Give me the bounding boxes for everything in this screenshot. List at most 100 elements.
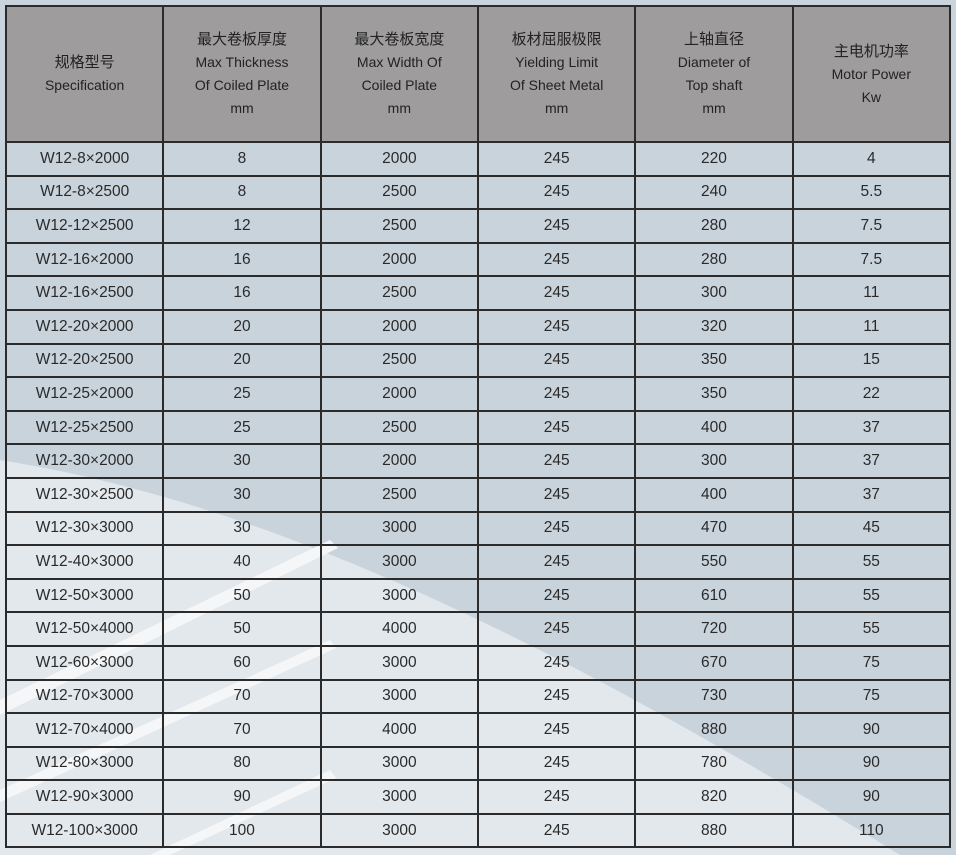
cell-max-width: 3000 <box>319 812 479 849</box>
cell-motor-power: 11 <box>791 308 952 345</box>
cell-motor-power: 5.5 <box>791 174 952 211</box>
header-line: Yielding Limit <box>515 54 599 70</box>
cell-top-shaft-diameter: 720 <box>634 611 794 647</box>
cell-specification: W12-25×2500 <box>4 409 165 446</box>
cell-top-shaft-diameter: 350 <box>634 342 794 379</box>
header-line: 规格型号 <box>54 54 115 71</box>
header-line: 上轴直径 <box>683 31 744 48</box>
cell-max-thickness: 70 <box>162 678 322 715</box>
cell-motor-power: 45 <box>791 510 952 547</box>
specification-table: 规格型号 Specification 最大卷板厚度 Max Thickness Of C… <box>4 5 952 849</box>
cell-specification: W12-8×2500 <box>4 174 165 211</box>
cell-yielding-limit: 245 <box>476 174 637 211</box>
cell-specification: W12-70×4000 <box>4 712 165 748</box>
cell-top-shaft-diameter: 470 <box>634 510 794 547</box>
cell-yielding-limit: 245 <box>476 443 637 479</box>
cell-max-width: 3000 <box>319 544 479 580</box>
header-line: 主电机功率 <box>833 42 909 60</box>
cell-max-width: 2500 <box>319 342 479 379</box>
cell-yielding-limit: 245 <box>476 678 637 715</box>
cell-motor-power: 110 <box>791 812 952 849</box>
header-line: Of Sheet Metal <box>509 77 604 93</box>
header-row: 规格型号 Specification 最大卷板厚度 Max Thickness Of C… <box>4 5 952 143</box>
table-row: W12-25×2500 25 2500 245 400 37 <box>4 409 952 446</box>
header-line: 板材屈服极限 <box>511 31 602 48</box>
header-line: Coiled Plate <box>361 77 438 93</box>
cell-yielding-limit: 245 <box>476 141 637 177</box>
cell-top-shaft-diameter: 220 <box>634 141 794 177</box>
cell-max-thickness: 25 <box>162 376 322 412</box>
cell-motor-power: 37 <box>791 409 952 446</box>
cell-motor-power: 90 <box>791 712 952 748</box>
cell-yielding-limit: 245 <box>476 275 637 311</box>
cell-motor-power: 7.5 <box>791 208 952 244</box>
cell-top-shaft-diameter: 780 <box>634 745 794 782</box>
table-row: W12-25×2000 25 2000 245 350 22 <box>4 376 952 412</box>
cell-top-shaft-diameter: 610 <box>634 577 794 614</box>
cell-motor-power: 55 <box>791 611 952 647</box>
table-row: W12-30×2500 30 2500 245 400 37 <box>4 476 952 513</box>
header-line: Of Coiled Plate <box>194 77 290 93</box>
header-yielding-limit: 板材屈服极限 Yielding Limit Of Sheet Metal mm <box>476 5 637 143</box>
cell-max-width: 2000 <box>319 241 479 278</box>
cell-top-shaft-diameter: 300 <box>634 443 794 479</box>
cell-specification: W12-20×2500 <box>4 342 165 379</box>
cell-specification: W12-30×3000 <box>4 510 165 547</box>
cell-max-width: 3000 <box>319 644 479 681</box>
cell-specification: W12-90×3000 <box>4 779 165 815</box>
cell-top-shaft-diameter: 240 <box>634 174 794 211</box>
header-line: mm <box>544 100 569 116</box>
table-row: W12-70×4000 70 4000 245 880 90 <box>4 712 952 748</box>
header-line: mm <box>230 100 254 116</box>
cell-max-width: 2500 <box>319 174 479 211</box>
table-row: W12-40×3000 40 3000 245 550 55 <box>4 544 952 580</box>
cell-max-thickness: 16 <box>162 241 322 278</box>
table-row: W12-90×3000 90 3000 245 820 90 <box>4 779 952 815</box>
header-line: Top shaft <box>685 77 743 93</box>
cell-yielding-limit: 245 <box>476 611 637 647</box>
cell-max-thickness: 70 <box>162 712 322 748</box>
cell-top-shaft-diameter: 350 <box>634 376 794 412</box>
cell-max-thickness: 12 <box>162 208 322 244</box>
cell-max-width: 2500 <box>319 476 479 513</box>
cell-max-width: 2500 <box>319 208 479 244</box>
cell-motor-power: 15 <box>791 342 952 379</box>
cell-specification: W12-70×3000 <box>4 678 165 715</box>
cell-max-width: 2500 <box>319 409 479 446</box>
cell-max-width: 2000 <box>319 308 479 345</box>
header-line: Kw <box>861 88 882 105</box>
header-line: 最大卷板宽度 <box>354 31 445 48</box>
cell-yielding-limit: 245 <box>476 577 637 614</box>
cell-specification: W12-30×2000 <box>4 443 165 479</box>
header-specification: 规格型号 Specification <box>4 5 165 143</box>
cell-top-shaft-diameter: 550 <box>634 544 794 580</box>
table-row: W12-16×2000 16 2000 245 280 7.5 <box>4 241 952 278</box>
cell-yielding-limit: 245 <box>476 544 637 580</box>
cell-top-shaft-diameter: 670 <box>634 644 794 681</box>
header-line: 最大卷板厚度 <box>196 31 287 48</box>
cell-specification: W12-50×4000 <box>4 611 165 647</box>
header-top-shaft-diameter: 上轴直径 Diameter of Top shaft mm <box>634 5 794 143</box>
cell-max-thickness: 60 <box>162 644 322 681</box>
table-row: W12-30×3000 30 3000 245 470 45 <box>4 510 952 547</box>
cell-max-thickness: 30 <box>162 443 322 479</box>
header-line: mm <box>387 100 411 116</box>
cell-yielding-limit: 245 <box>476 476 637 513</box>
cell-motor-power: 90 <box>791 779 952 815</box>
table-row: W12-100×3000 100 3000 245 880 110 <box>4 812 952 849</box>
cell-motor-power: 22 <box>791 376 952 412</box>
cell-specification: W12-25×2000 <box>4 376 165 412</box>
cell-max-thickness: 100 <box>162 812 322 849</box>
cell-max-width: 2000 <box>319 141 479 177</box>
cell-max-thickness: 90 <box>162 779 322 815</box>
cell-max-width: 2500 <box>319 275 479 311</box>
cell-specification: W12-12×2500 <box>4 208 165 244</box>
cell-yielding-limit: 245 <box>476 745 637 782</box>
cell-yielding-limit: 245 <box>476 241 637 278</box>
cell-max-thickness: 20 <box>162 308 322 345</box>
cell-motor-power: 11 <box>791 275 952 311</box>
cell-specification: W12-16×2000 <box>4 241 165 278</box>
cell-max-thickness: 25 <box>162 409 322 446</box>
cell-max-width: 4000 <box>319 712 479 748</box>
table-row: W12-60×3000 60 3000 245 670 75 <box>4 644 952 681</box>
